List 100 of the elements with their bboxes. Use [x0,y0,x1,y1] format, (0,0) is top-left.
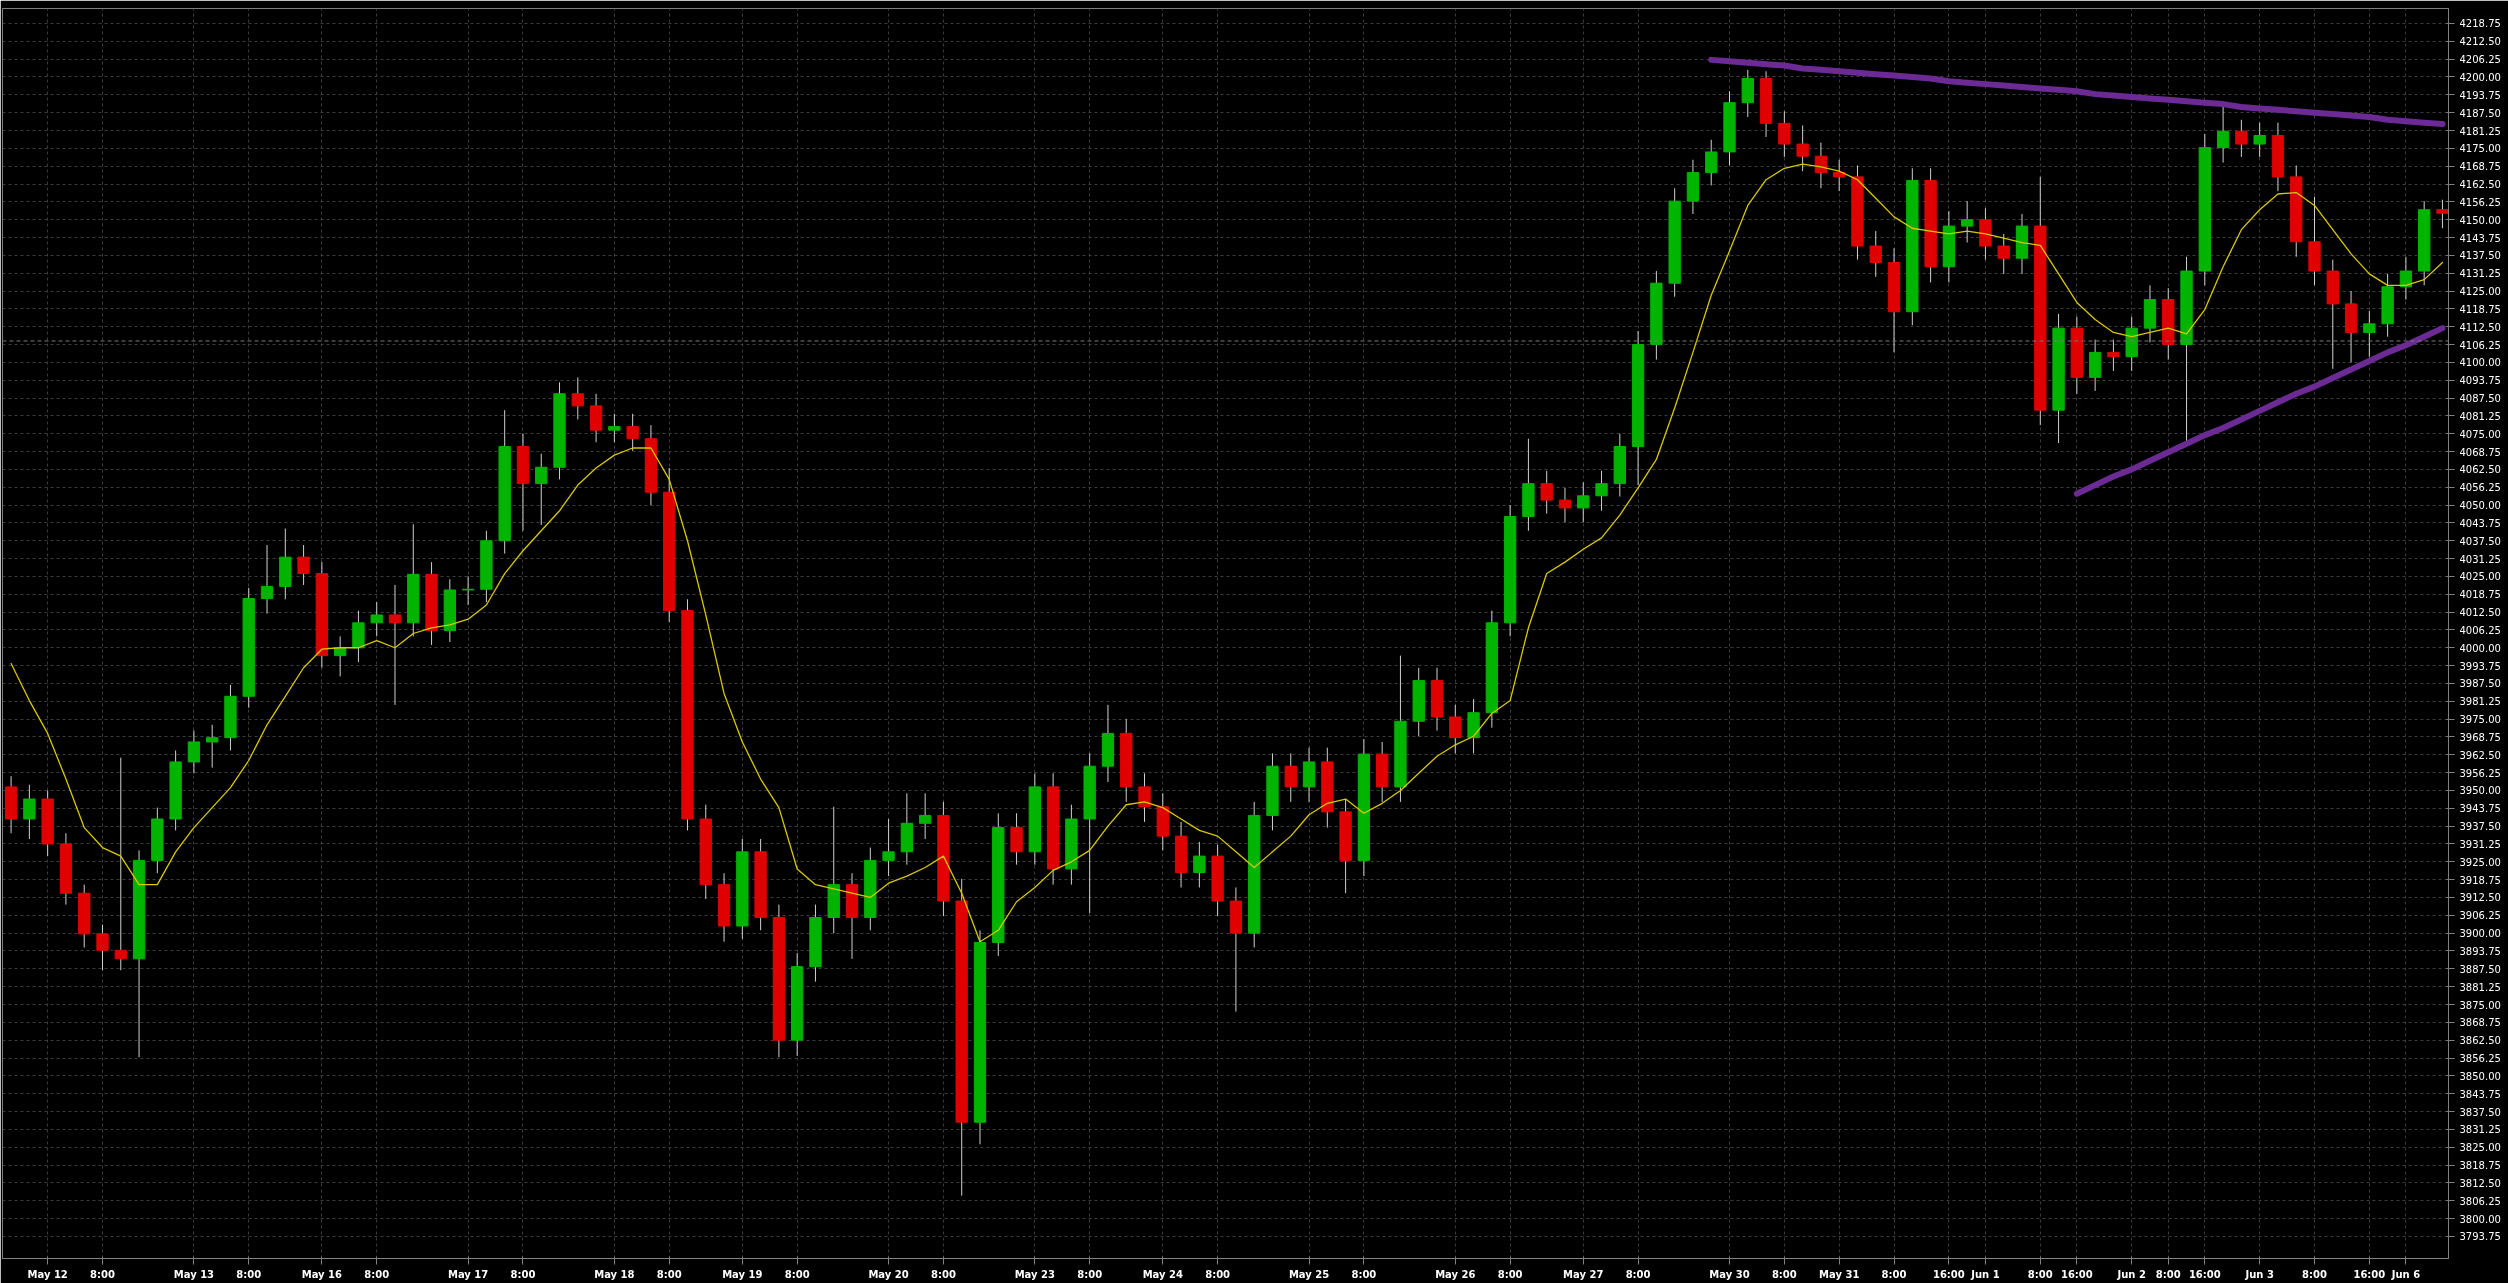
candlestick [2216,106,2230,164]
y-tick-label: 4050.00 [2459,500,2501,512]
candlestick [1796,125,1809,172]
candlestick [297,544,310,586]
y-tick-label: 3943.75 [2459,803,2501,815]
y-tick-label: 3981.25 [2459,696,2501,708]
y-tick-label: 4200.00 [2459,71,2501,83]
candlestick [187,730,201,774]
y-tick-label: 3793.75 [2459,1231,2501,1243]
candlestick [1833,159,1846,192]
x-tick-label: 8:00 [1771,1268,1797,1280]
x-tick-label: 8:00 [1497,1268,1523,1280]
y-tick-label: 4181.25 [2459,125,2501,137]
y-tick-label: 4112.50 [2459,321,2501,333]
x-tick-label: 8:00 [656,1268,682,1280]
candlestick [461,575,475,606]
candlestick [1997,233,2010,275]
x-tick-label: 8:00 [1205,1268,1231,1280]
x-tick-label: 8:00 [236,1268,262,1280]
y-tick-label: 3950.00 [2459,785,2501,797]
y-tick-label: 3825.00 [2459,1142,2501,1154]
x-tick-label: May 19 [722,1268,763,1280]
y-tick-label: 3843.75 [2459,1088,2501,1100]
candlestick [388,584,402,706]
y-tick-label: 3831.25 [2459,1124,2501,1136]
y-tick-label: 4206.25 [2459,54,2501,66]
x-tick-label: Jun 3 [2244,1268,2274,1280]
candlestick [1449,704,1462,754]
y-tick-label: 4125.00 [2459,286,2501,298]
x-tick-label: May 30 [1709,1268,1750,1280]
y-tick-label: 4193.75 [2459,89,2501,101]
candlestick [626,413,639,452]
candlestick [1778,110,1791,158]
y-tick-label: 4131.25 [2459,268,2501,280]
x-tick-label: May 31 [1819,1268,1860,1280]
candlestick [571,376,584,420]
x-tick-label: May 24 [1142,1268,1183,1280]
x-tick-label: 8:00 [2302,1268,2327,1280]
candlestick [2253,122,2266,158]
y-tick-label: 3881.25 [2459,981,2501,993]
x-tick-label: May 26 [1435,1268,1476,1280]
y-tick-label: 4031.25 [2459,553,2501,565]
y-tick-label: 4012.50 [2459,607,2501,619]
y-tick-label: 3962.50 [2459,749,2501,761]
x-tick-label: May 25 [1288,1268,1330,1280]
x-tick-label: Jun 2 [2116,1268,2146,1280]
y-tick-label: 4068.75 [2459,446,2501,458]
y-tick-label: 3800.00 [2459,1213,2501,1225]
y-tick-label: 4093.75 [2459,375,2501,387]
y-tick-label: 4218.75 [2459,18,2501,30]
y-tick-label: 3987.50 [2459,678,2501,690]
y-tick-label: 3837.50 [2459,1106,2501,1118]
candlestick [1960,200,1974,244]
x-tick-label: May 17 [447,1268,489,1280]
y-tick-label: 3918.75 [2459,874,2501,886]
candlestick [2436,199,2449,229]
x-tick-label: 8:00 [2155,1268,2181,1280]
x-tick-label: 8:00 [2027,1268,2053,1280]
x-tick-label: Jun 6 [2390,1268,2421,1280]
y-tick-label: 4106.25 [2459,339,2501,351]
x-tick-label: May 20 [868,1268,909,1280]
x-tick-label: May 27 [1563,1268,1604,1280]
y-tick-label: 3806.25 [2459,1195,2501,1207]
candlestick [882,818,895,877]
y-tick-label: 3993.75 [2459,660,2501,672]
y-tick-label: 4037.50 [2459,535,2501,547]
candlestick [1540,470,1553,515]
y-tick-label: 4018.75 [2459,589,2501,601]
y-tick-label: 4062.50 [2459,464,2501,476]
y-tick-label: 3968.75 [2459,731,2501,743]
x-tick-label: 16:00 [2060,1268,2093,1280]
y-tick-label: 4187.50 [2459,107,2501,119]
y-tick-label: 3937.50 [2459,821,2501,833]
candlestick [918,792,932,840]
y-tick-label: 3931.25 [2459,838,2501,850]
y-tick-label: 4143.75 [2459,232,2501,244]
y-tick-label: 3975.00 [2459,714,2501,726]
y-tick-label: 4175.00 [2459,143,2501,155]
x-tick-label: Jun 1 [1970,1268,2000,1280]
x-tick-label: 8:00 [1077,1268,1103,1280]
y-tick-label: 3887.50 [2459,963,2501,975]
candlestick [1193,841,1206,888]
y-tick-label: 4043.75 [2459,517,2501,529]
y-tick-label: 3812.50 [2459,1177,2501,1189]
y-tick-label: 3868.75 [2459,1017,2501,1029]
y-tick-label: 4025.00 [2459,571,2501,583]
y-tick-label: 3875.00 [2459,999,2501,1011]
candlestick [96,924,109,971]
candlestick [2363,310,2376,358]
x-tick-label: May 12 [27,1268,68,1280]
x-tick-label: 16:00 [1932,1268,1965,1280]
candlestick [370,601,383,637]
candlestick [1869,230,1882,278]
y-tick-label: 4087.50 [2459,393,2501,405]
candlestick [2235,119,2248,158]
candlestick [2399,256,2413,301]
y-tick-label: 3900.00 [2459,928,2501,940]
y-tick-label: 4006.25 [2459,624,2501,636]
x-tick-label: 8:00 [784,1268,810,1280]
x-tick-label: May 13 [173,1268,215,1280]
